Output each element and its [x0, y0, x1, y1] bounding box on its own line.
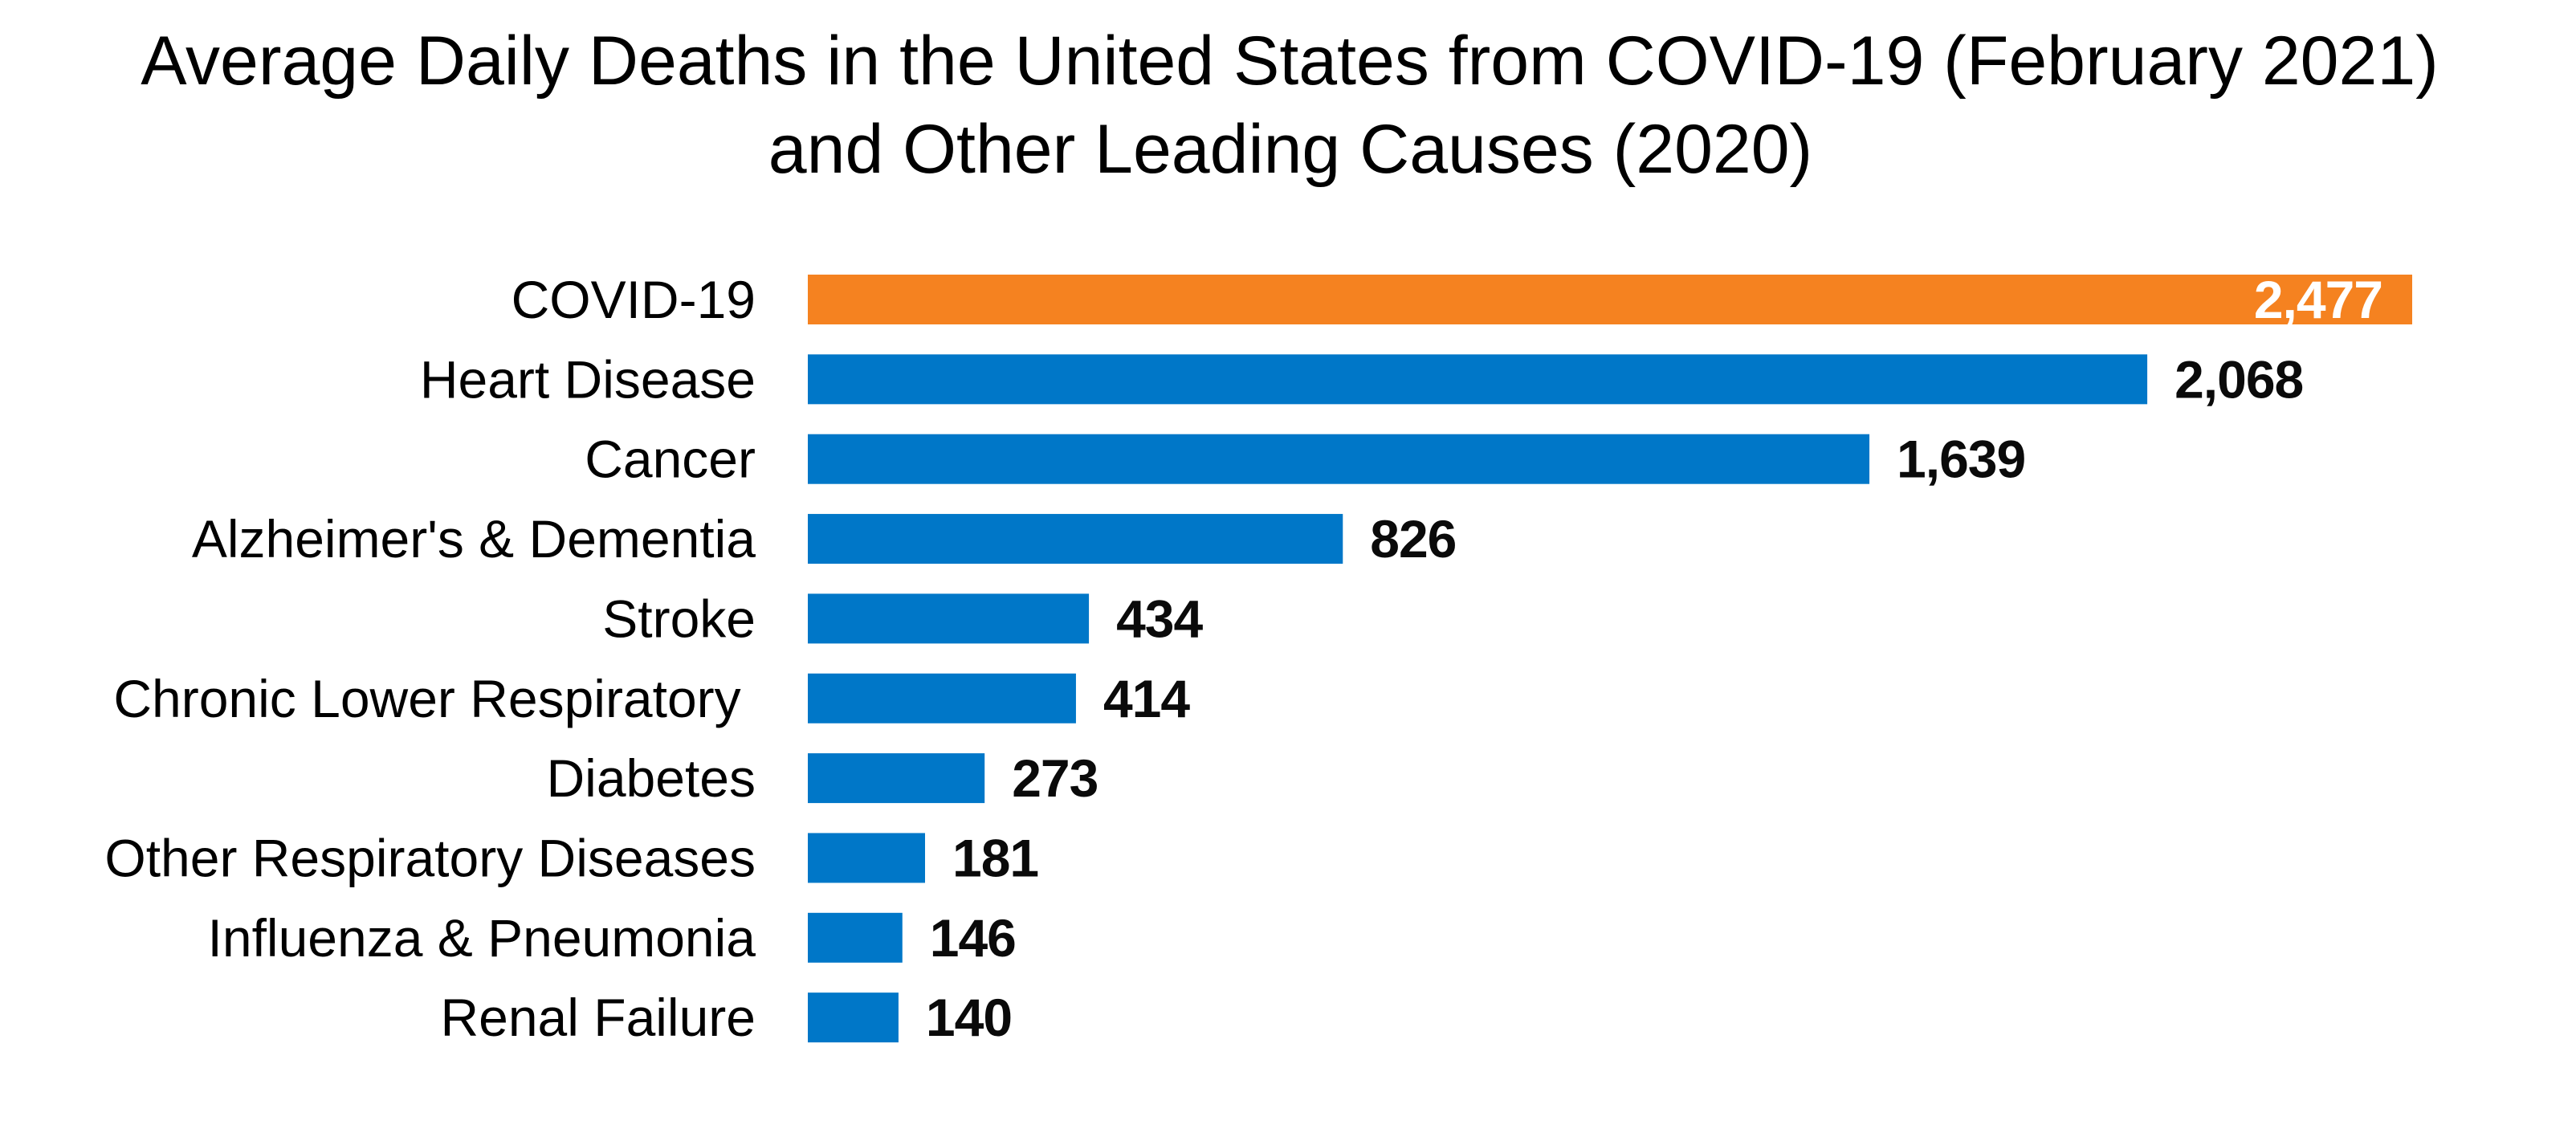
- bar: [808, 593, 1090, 644]
- value-label: 273: [1012, 748, 1098, 808]
- value-label: 146: [930, 908, 1016, 968]
- category-label: Renal Failure: [440, 988, 756, 1047]
- bar: [808, 354, 2148, 405]
- category-label: Diabetes: [547, 748, 756, 808]
- value-label: 2,477: [2254, 270, 2382, 329]
- category-label: Influenza & Pneumonia: [208, 908, 756, 968]
- category-axis-labels: COVID-19 Heart Disease Cancer Alzheimer's &…: [104, 270, 756, 1047]
- value-label: 1,639: [1897, 430, 2025, 489]
- category-label: Cancer: [585, 430, 756, 489]
- value-label: 434: [1116, 589, 1203, 648]
- category-label: Other Respiratory Diseases: [104, 828, 756, 887]
- bar: [808, 514, 1343, 564]
- bar: [808, 992, 899, 1043]
- bar: [808, 275, 2412, 324]
- category-label: COVID-19: [512, 270, 756, 329]
- bar: [808, 833, 925, 883]
- value-label: 826: [1370, 509, 1456, 569]
- bar: [808, 434, 1870, 484]
- bar: [808, 753, 985, 804]
- bar: [808, 912, 903, 963]
- category-label: Heart Disease: [420, 349, 756, 409]
- value-label: 2,068: [2175, 349, 2303, 409]
- bars: [808, 275, 2412, 1043]
- value-label: 181: [952, 828, 1038, 887]
- category-label: Alzheimer's & Dementia: [192, 509, 756, 569]
- category-label: Chronic Lower Respiratory: [113, 669, 756, 728]
- value-label: 140: [926, 988, 1012, 1047]
- bar: [808, 673, 1076, 723]
- chart-title-line-2: and Other Leading Causes (2020): [768, 111, 1812, 188]
- chart-title: Average Daily Deaths in the United State…: [141, 22, 2439, 188]
- category-label: Stroke: [602, 589, 756, 648]
- value-label: 414: [1103, 669, 1190, 728]
- chart-title-line-1: Average Daily Deaths in the United State…: [141, 22, 2439, 100]
